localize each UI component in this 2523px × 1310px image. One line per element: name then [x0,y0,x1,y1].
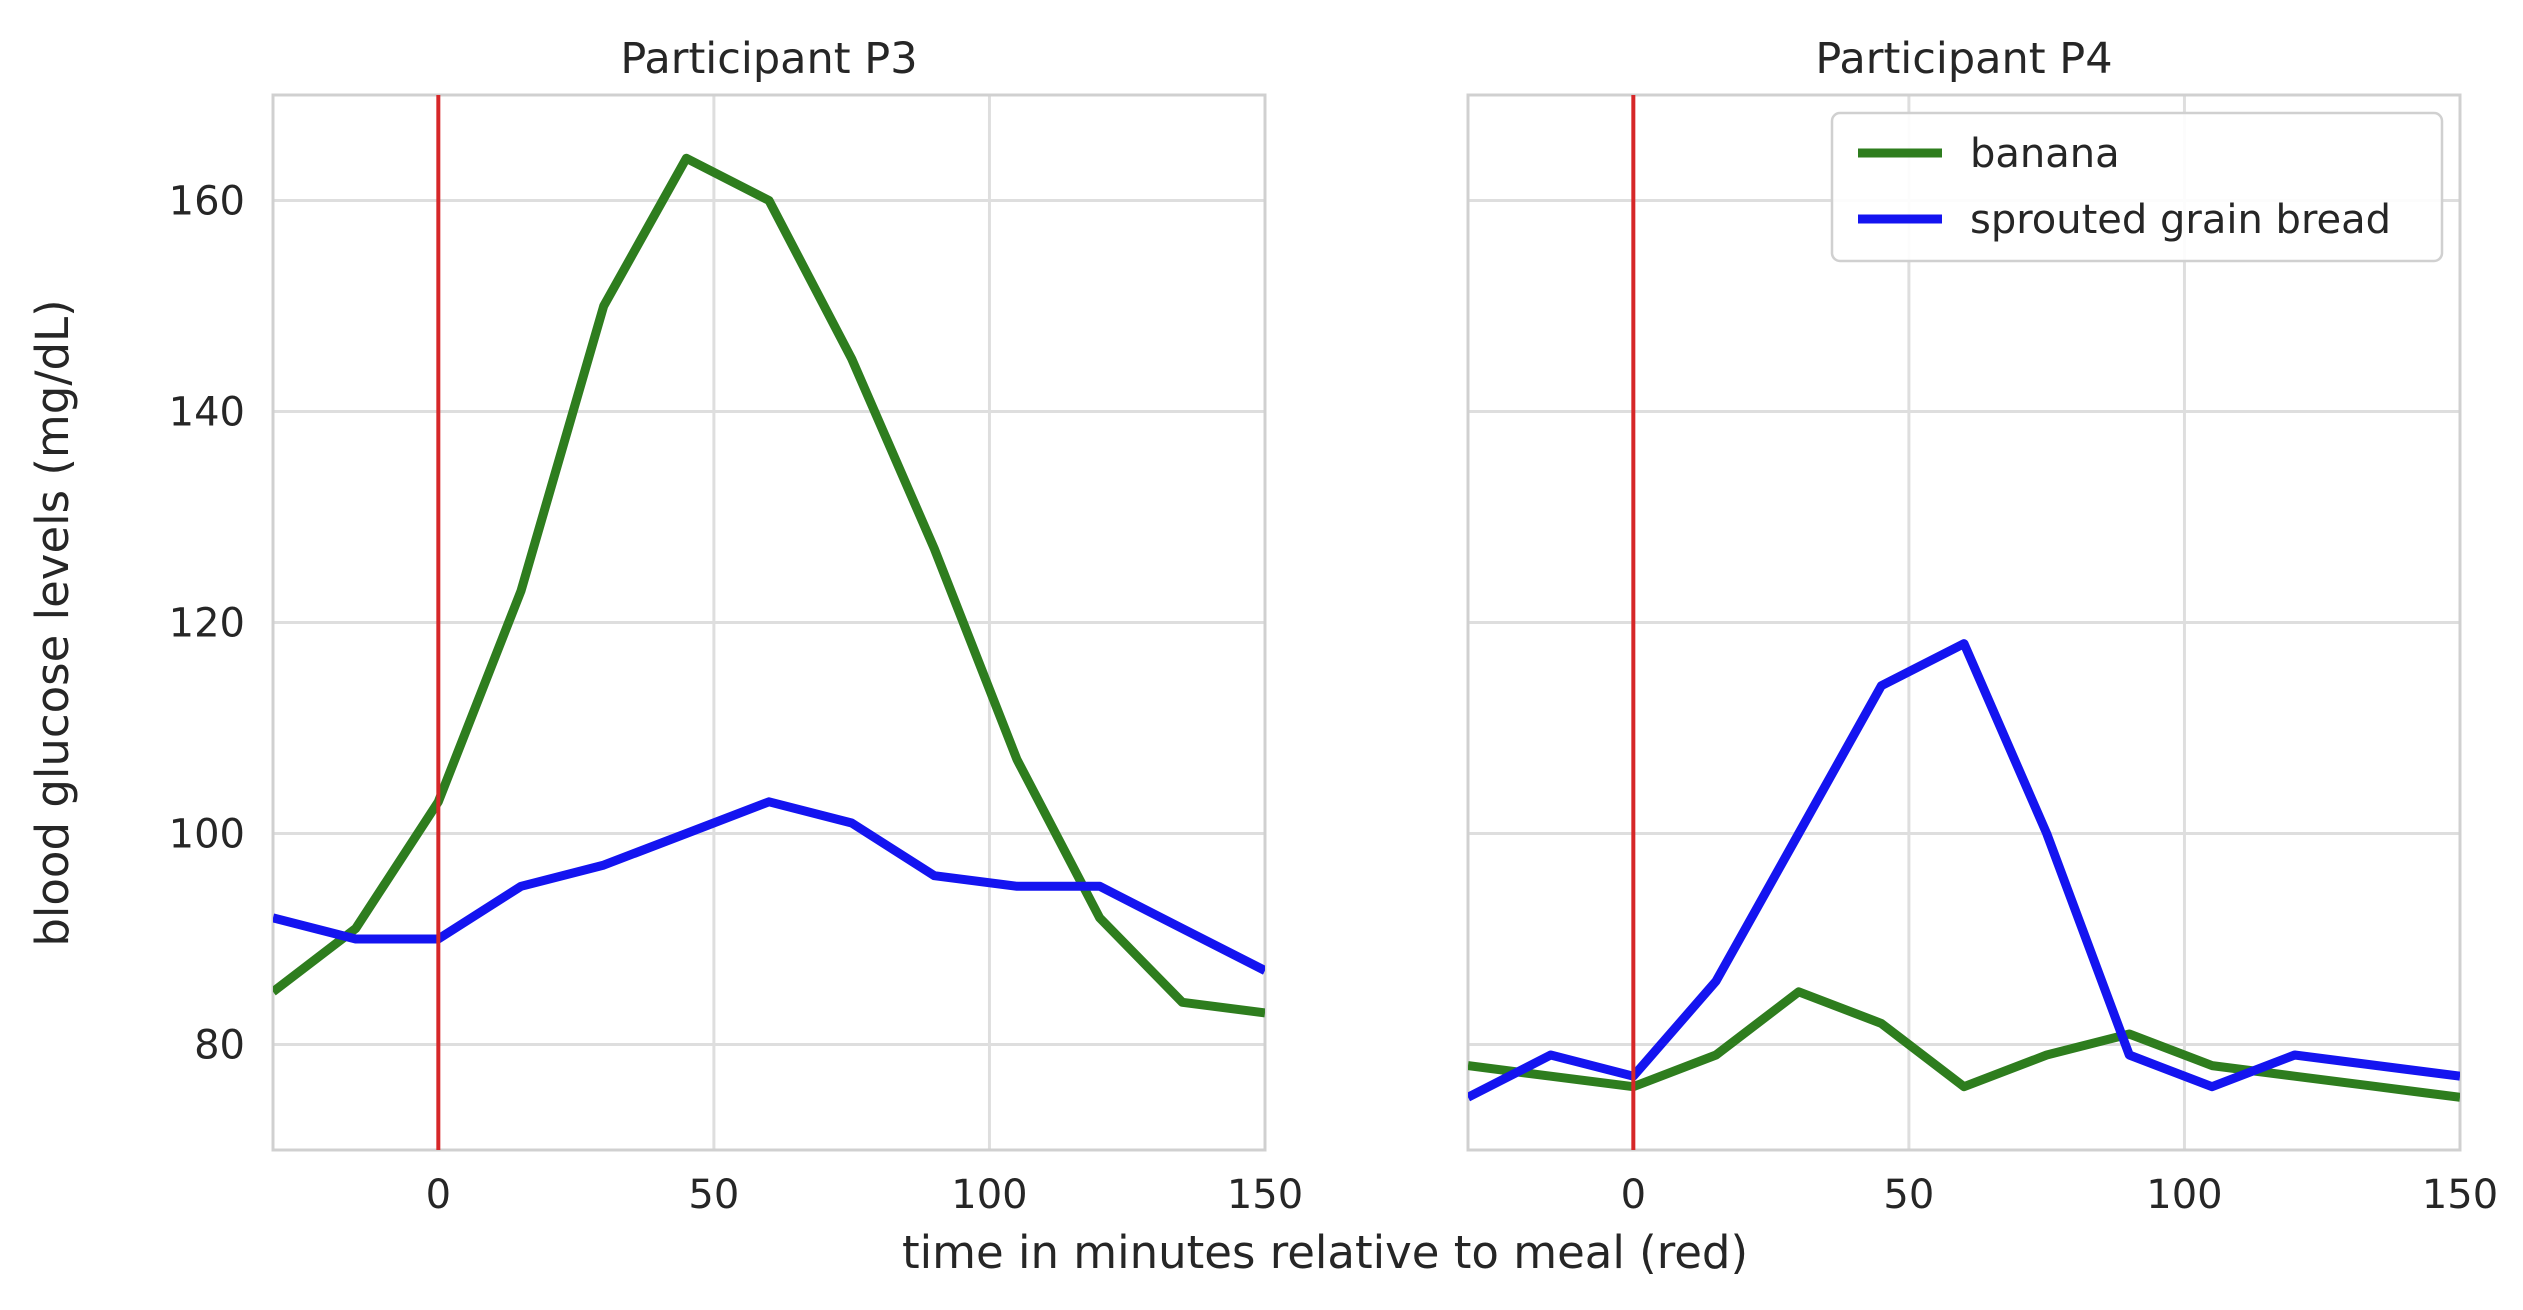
panel-title: Participant P3 [620,34,917,84]
y-tick-label: 100 [169,812,245,858]
legend-box [1830,111,2444,263]
x-tick-label: 150 [1227,1172,1303,1218]
y-tick-label: 80 [194,1023,245,1069]
legend-label-sprouted-grain-bread: sprouted grain bread [1970,197,2391,243]
x-tick-label: 150 [2422,1172,2498,1218]
x-tick-label: 0 [1621,1172,1646,1218]
legend: banana sprouted grain bread [1830,111,2444,263]
plot-frame [271,93,1267,1152]
x-tick-label: 100 [2146,1172,2222,1218]
y-axis-label: blood glucose levels (mg/dL) [26,299,79,946]
x-tick-label: 0 [426,1172,451,1218]
legend-label-banana: banana [1970,131,2120,177]
panel-1: 0 50 100 150 80 100 120 140 160 Participant P3 [169,34,1304,1218]
y-tick-label: 120 [169,601,245,647]
x-tick-label: 100 [951,1172,1027,1218]
x-tick-label: 50 [688,1172,739,1218]
panel-2: 0 50 100 150 Participant P4 banana sprouted gr… [1466,34,2498,1218]
y-tick-label: 140 [169,390,245,436]
panels-layer: 0 50 100 150 80 100 120 140 160 Participant P3 0 50… [169,34,2499,1218]
y-tick-label: 160 [169,179,245,225]
plot-frame [1466,93,2462,1152]
x-axis-label: time in minutes relative to meal (red) [902,1226,1748,1279]
x-tick-label: 50 [1883,1172,1934,1218]
panel-title: Participant P4 [1815,34,2112,84]
